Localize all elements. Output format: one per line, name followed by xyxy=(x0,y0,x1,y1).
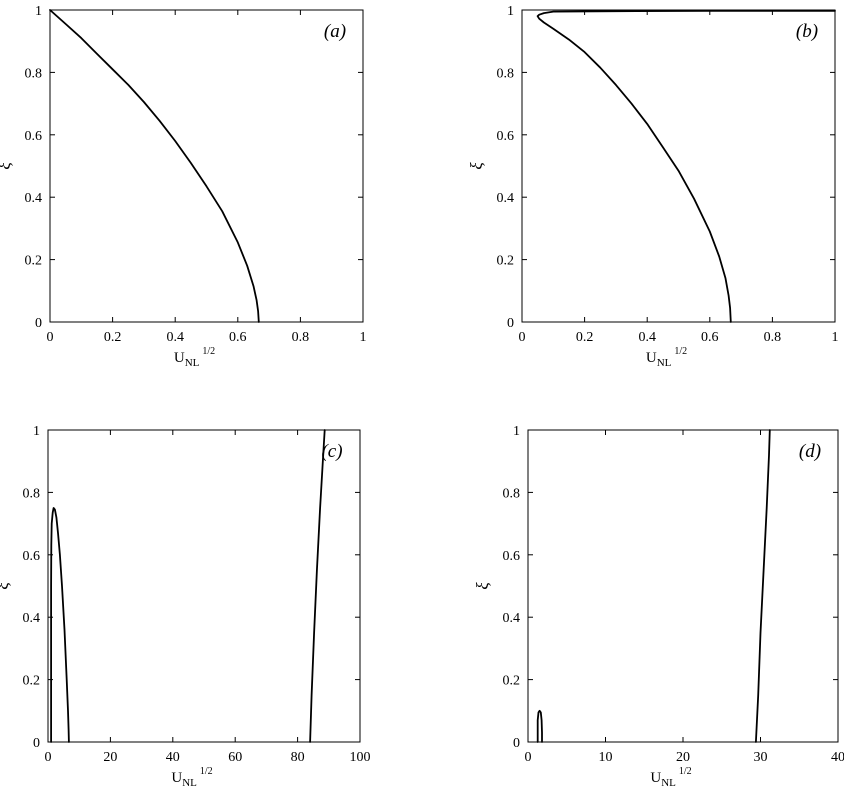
y-tick-label: 0.8 xyxy=(23,486,41,501)
x-tick-label: 0.2 xyxy=(104,330,122,345)
series-line-2 xyxy=(755,429,771,743)
x-tick-label: 40 xyxy=(166,750,180,765)
chart-panel-4: 0 10 20 30 40 0 0.2 0.4 0.6 0.8 1 ξ UNL1/2 (d) xyxy=(473,424,844,789)
y-tick-label: 0.6 xyxy=(497,129,515,144)
x-axis-label: UNL1/2 xyxy=(171,766,212,789)
x-tick-label: 0.8 xyxy=(764,330,782,345)
y-tick-label: 0.6 xyxy=(25,129,43,144)
panel-label: (a) xyxy=(324,21,346,42)
y-tick-label: 1 xyxy=(33,424,40,439)
x-tick-label: 0 xyxy=(519,330,526,345)
panel-label: (d) xyxy=(799,441,821,462)
series-line-2 xyxy=(309,429,326,743)
x-tick-label: 100 xyxy=(350,750,371,765)
y-tick-label: 0.2 xyxy=(497,254,515,269)
y-tick-label: 0 xyxy=(507,316,514,331)
y-tick-label: 0.2 xyxy=(503,674,521,689)
x-tick-label: 0.4 xyxy=(638,330,656,345)
x-tick-label: 0.6 xyxy=(701,330,719,345)
x-tick-label: 0 xyxy=(47,330,54,345)
y-tick-label: 0.4 xyxy=(503,611,521,626)
y-tick-label: 0.2 xyxy=(23,674,41,689)
x-tick-label: 30 xyxy=(754,750,768,765)
x-tick-label: 1 xyxy=(360,330,367,345)
series-line-1 xyxy=(536,709,543,743)
series-line-1 xyxy=(49,9,260,323)
y-tick-label: 0 xyxy=(513,736,520,751)
x-tick-label: 0 xyxy=(45,750,52,765)
y-tick-label: 0.6 xyxy=(23,549,41,564)
y-axis-label: ξ xyxy=(0,162,14,170)
y-axis-label: ξ xyxy=(0,582,12,590)
x-tick-label: 0.2 xyxy=(576,330,594,345)
x-tick-label: 40 xyxy=(831,750,844,765)
x-tick-label: 0 xyxy=(525,750,532,765)
x-tick-label: 0.8 xyxy=(292,330,310,345)
y-tick-label: 0.8 xyxy=(25,66,43,81)
y-tick-label: 0.4 xyxy=(23,611,41,626)
series-line-1 xyxy=(536,9,836,323)
x-tick-label: 20 xyxy=(103,750,117,765)
y-tick-label: 0 xyxy=(35,316,42,331)
plot-frame xyxy=(49,9,364,323)
chart-panel-2: 0 0.2 0.4 0.6 0.8 1 0 0.2 0.4 0.6 0.8 1 ξ UNL1/2 (b) xyxy=(467,4,839,369)
x-tick-label: 60 xyxy=(228,750,242,765)
x-axis-label: UNL1/2 xyxy=(174,346,215,369)
y-tick-label: 0 xyxy=(33,736,40,751)
panel-label: (b) xyxy=(796,21,818,42)
plot-frame xyxy=(47,429,361,743)
chart-panel-3: 0 20 40 60 80 100 0 0.2 0.4 0.6 0.8 1 ξ UNL1/2 (c) xyxy=(0,424,371,789)
x-tick-label: 10 xyxy=(599,750,613,765)
y-tick-label: 0.8 xyxy=(497,66,515,81)
x-tick-label: 0.4 xyxy=(166,330,184,345)
y-tick-label: 0.6 xyxy=(503,549,521,564)
plot-frame xyxy=(521,9,836,323)
y-tick-label: 0.4 xyxy=(497,191,515,206)
x-axis-label: UNL1/2 xyxy=(650,766,691,789)
x-tick-label: 20 xyxy=(676,750,690,765)
x-tick-label: 1 xyxy=(832,330,839,345)
y-tick-label: 0.8 xyxy=(503,486,521,501)
panel-label: (c) xyxy=(321,441,342,462)
plot-frame xyxy=(527,429,839,743)
x-axis-label: UNL1/2 xyxy=(646,346,687,369)
y-axis-label: ξ xyxy=(473,582,492,590)
y-tick-label: 0.4 xyxy=(25,191,43,206)
y-tick-label: 0.2 xyxy=(25,254,43,269)
x-tick-label: 0.6 xyxy=(229,330,247,345)
chart-panel-1: 0 0.2 0.4 0.6 0.8 1 0 0.2 0.4 0.6 0.8 1 ξ UNL1/2 (a) xyxy=(0,4,367,369)
series-line-1 xyxy=(50,507,70,743)
y-axis-label: ξ xyxy=(467,162,486,170)
y-tick-label: 1 xyxy=(35,4,42,19)
y-tick-label: 1 xyxy=(507,4,514,19)
x-tick-label: 80 xyxy=(291,750,305,765)
y-tick-label: 1 xyxy=(513,424,520,439)
